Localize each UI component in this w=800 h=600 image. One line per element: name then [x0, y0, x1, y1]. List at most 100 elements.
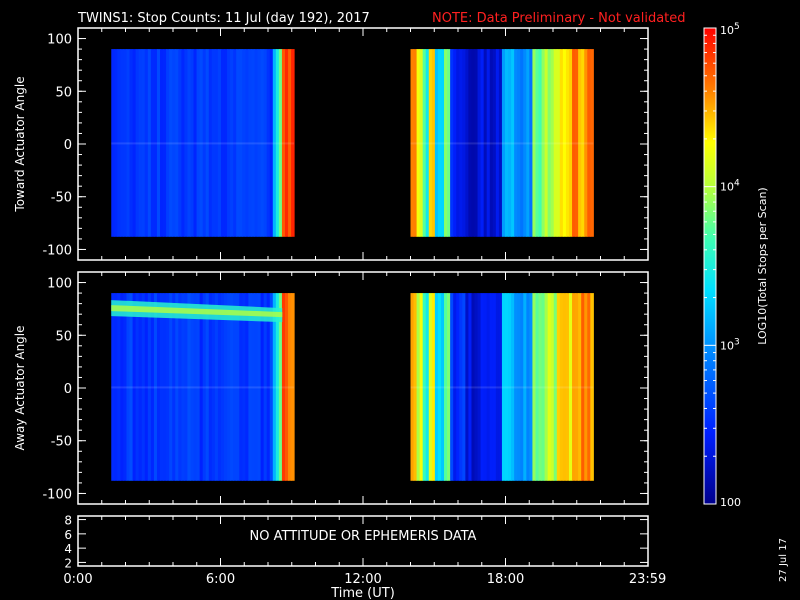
heatmap-column — [227, 293, 231, 481]
x-tick-label: 0:00 — [63, 572, 92, 587]
heatmap-column — [291, 293, 295, 481]
heatmap-column — [217, 49, 222, 237]
heatmap-column — [483, 49, 488, 237]
heatmap-column — [202, 293, 207, 481]
heatmap-column — [172, 49, 176, 237]
heatmap-block-0-1 — [410, 49, 594, 237]
heatmap-column — [132, 293, 137, 481]
heatmap-column — [553, 293, 558, 481]
time-axis: 0:00 6:00 12:00 18:00 23:59 — [63, 28, 666, 587]
heatmap-column — [434, 49, 439, 237]
heatmap-column — [520, 49, 524, 237]
heatmap-column — [199, 293, 204, 481]
heatmap-block-1-1 — [410, 293, 594, 481]
heatmap-column — [220, 293, 225, 481]
heatmap-column — [559, 49, 564, 237]
heatmap-column — [175, 293, 179, 481]
x-tick-label: 12:00 — [344, 572, 381, 587]
heatmap-column — [425, 293, 430, 481]
colorbar-tick-label: 103 — [720, 337, 740, 352]
heatmap-column — [474, 293, 479, 481]
heatmap-column — [166, 49, 170, 237]
heatmap-column — [178, 293, 182, 481]
heatmap-column — [129, 293, 134, 481]
heatmap-column — [535, 293, 540, 481]
heatmap-column — [575, 293, 579, 481]
heatmap-column — [581, 293, 585, 481]
heatmap-column — [281, 293, 286, 481]
heatmap-column — [444, 49, 448, 237]
heatmap-column — [111, 49, 115, 237]
high-angle-band-core — [111, 305, 283, 318]
heatmap-column — [190, 49, 195, 237]
heatmap-column — [199, 49, 204, 237]
heatmap-column — [211, 49, 216, 237]
heatmap-column — [590, 49, 594, 237]
heatmap-column — [584, 49, 588, 237]
heatmap-column — [257, 293, 262, 481]
heatmap-column — [147, 49, 152, 237]
heatmap-column — [211, 293, 216, 481]
heatmap-column — [486, 293, 491, 481]
heatmap-column — [419, 293, 424, 481]
heatmap-block-0-0 — [111, 49, 295, 237]
heatmap-column — [190, 293, 195, 481]
colorbar-ticks: 100 103 104 105 — [704, 22, 741, 509]
x-axis-label: Time (UT) — [330, 586, 395, 600]
heatmap-block-1-0 — [111, 293, 295, 481]
zero-angle-stripe — [111, 142, 295, 145]
heatmap-column — [465, 49, 469, 237]
heatmap-column — [254, 49, 259, 237]
heatmap-column — [410, 293, 415, 481]
heatmap-column — [587, 49, 591, 237]
colorbar — [703, 27, 717, 505]
heatmap-column — [501, 49, 506, 237]
heatmap-column — [126, 293, 131, 481]
heatmap-column — [568, 293, 573, 481]
heatmap-column — [132, 49, 137, 237]
heatmap-column — [288, 49, 292, 237]
heatmap-column — [437, 293, 442, 481]
heatmap-column — [550, 293, 555, 481]
heatmap-column — [578, 293, 582, 481]
heatmap-column — [263, 49, 268, 237]
heatmap-column — [269, 293, 274, 481]
heatmap-column — [126, 49, 131, 237]
x-tick-label: 23:59 — [629, 572, 666, 587]
heatmap-column — [459, 293, 463, 481]
zero-angle-stripe — [111, 386, 295, 389]
heatmap-column — [266, 49, 271, 237]
heatmap-column — [239, 49, 243, 237]
heatmap-column — [511, 49, 515, 237]
heatmap-column — [257, 49, 262, 237]
heatmap-column — [492, 49, 497, 237]
heatmap-column — [450, 49, 454, 237]
heatmap-column — [440, 49, 445, 237]
zero-angle-stripe — [410, 386, 594, 389]
heatmap-column — [523, 293, 527, 481]
heatmap-column — [248, 293, 252, 481]
heatmap-column — [236, 293, 240, 481]
heatmap-column — [214, 49, 219, 237]
heatmap-column — [156, 49, 161, 237]
heatmap-column — [517, 49, 521, 237]
y-tick-label: -50 — [51, 435, 72, 450]
heatmap-column — [450, 293, 454, 481]
plot-title: TWINS1: Stop Counts: 11 Jul (day 192), 2… — [77, 11, 370, 26]
heatmap-column — [120, 49, 124, 237]
heatmap-column — [477, 293, 482, 481]
toward-y-label: Toward Actuator Angle — [13, 76, 27, 212]
heatmap-column — [184, 293, 188, 481]
heatmap-column — [565, 293, 570, 481]
heatmap-column — [553, 49, 558, 237]
heatmap-column — [413, 49, 418, 237]
heatmap-column — [514, 293, 518, 481]
heatmap-column — [517, 293, 521, 481]
heatmap-column — [181, 293, 185, 481]
heatmap-column — [550, 49, 555, 237]
heatmap-column — [117, 49, 121, 237]
heatmap-column — [172, 293, 176, 481]
heatmap-column — [568, 49, 573, 237]
heatmap-column — [202, 49, 207, 237]
